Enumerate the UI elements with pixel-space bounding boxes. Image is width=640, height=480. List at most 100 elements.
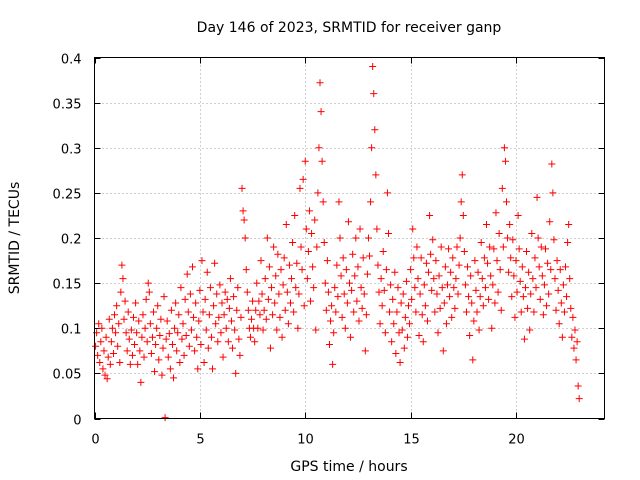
data-point — [216, 281, 224, 289]
data-point — [197, 340, 205, 348]
data-point — [123, 347, 131, 355]
data-point — [188, 263, 196, 271]
data-point — [102, 333, 110, 341]
data-point — [201, 295, 209, 303]
data-point — [567, 304, 575, 312]
data-point — [296, 184, 304, 192]
data-point — [545, 290, 553, 298]
data-point — [184, 308, 192, 316]
data-point — [114, 342, 122, 350]
data-point — [549, 189, 557, 197]
data-point — [467, 272, 475, 280]
data-point — [283, 288, 291, 296]
data-point — [574, 382, 582, 390]
data-point — [258, 290, 266, 298]
data-point — [237, 313, 245, 321]
data-point — [195, 317, 203, 325]
data-point — [254, 324, 262, 332]
data-point — [277, 266, 285, 274]
data-point — [571, 326, 579, 334]
data-point — [304, 248, 312, 256]
data-point — [372, 171, 380, 179]
data-point — [300, 302, 308, 310]
data-point — [423, 317, 431, 325]
data-point — [417, 254, 425, 262]
data-point — [458, 171, 466, 179]
data-point — [512, 257, 520, 265]
data-point — [335, 198, 343, 206]
data-point — [516, 277, 524, 285]
data-point — [158, 371, 166, 379]
data-point — [337, 272, 345, 280]
data-point — [265, 263, 273, 271]
data-point — [236, 351, 244, 359]
data-point — [301, 157, 309, 165]
data-point — [146, 320, 154, 328]
data-point — [510, 272, 518, 280]
data-point — [173, 347, 181, 355]
data-point — [175, 311, 183, 319]
data-point — [176, 359, 184, 367]
data-point — [455, 261, 463, 269]
data-point — [490, 245, 498, 253]
data-point — [379, 248, 387, 256]
data-point — [261, 275, 269, 283]
data-point — [472, 286, 480, 294]
data-point — [215, 313, 223, 321]
data-point — [142, 295, 150, 303]
data-point — [186, 290, 194, 298]
data-point — [294, 324, 302, 332]
data-point — [367, 198, 375, 206]
data-point — [297, 243, 305, 251]
data-point — [515, 245, 523, 253]
data-point — [398, 326, 406, 334]
data-point — [572, 356, 580, 364]
data-point — [409, 225, 417, 233]
data-point — [259, 326, 267, 334]
data-point — [203, 268, 211, 276]
grid — [94, 57, 605, 419]
data-point — [488, 324, 496, 332]
data-point — [419, 338, 427, 346]
data-point — [378, 302, 386, 310]
data-point — [501, 157, 509, 165]
plot-frame — [94, 57, 605, 419]
y-axis-label: SRMTID / TECUs — [7, 182, 23, 295]
data-point — [111, 311, 119, 319]
data-point — [544, 259, 552, 267]
data-point — [507, 254, 515, 262]
data-point — [550, 236, 558, 244]
data-point — [133, 329, 141, 337]
data-point — [437, 243, 445, 251]
data-point — [397, 299, 405, 307]
data-point — [150, 308, 158, 316]
data-point — [431, 308, 439, 316]
data-point — [144, 279, 152, 287]
data-point — [334, 293, 342, 301]
data-point — [476, 293, 484, 301]
data-point — [377, 275, 385, 283]
data-point — [434, 329, 442, 337]
data-point — [391, 268, 399, 276]
y-tick-label: 0.1 — [61, 323, 82, 338]
data-point — [366, 252, 374, 260]
data-point — [285, 261, 293, 269]
data-point — [448, 313, 456, 321]
data-point — [170, 374, 178, 382]
data-point — [453, 243, 461, 251]
data-point — [205, 311, 213, 319]
data-point — [151, 368, 159, 376]
data-point — [182, 331, 190, 339]
data-point — [573, 338, 581, 346]
data-point — [525, 268, 533, 276]
data-point — [210, 302, 218, 310]
x-axis-label: GPS time / hours — [290, 459, 407, 475]
data-point — [251, 338, 259, 346]
data-point — [341, 324, 349, 332]
data-point — [466, 331, 474, 339]
data-point — [257, 257, 265, 265]
data-point — [478, 275, 486, 283]
data-point — [280, 254, 288, 262]
data-point — [358, 304, 366, 312]
data-point — [538, 272, 546, 280]
